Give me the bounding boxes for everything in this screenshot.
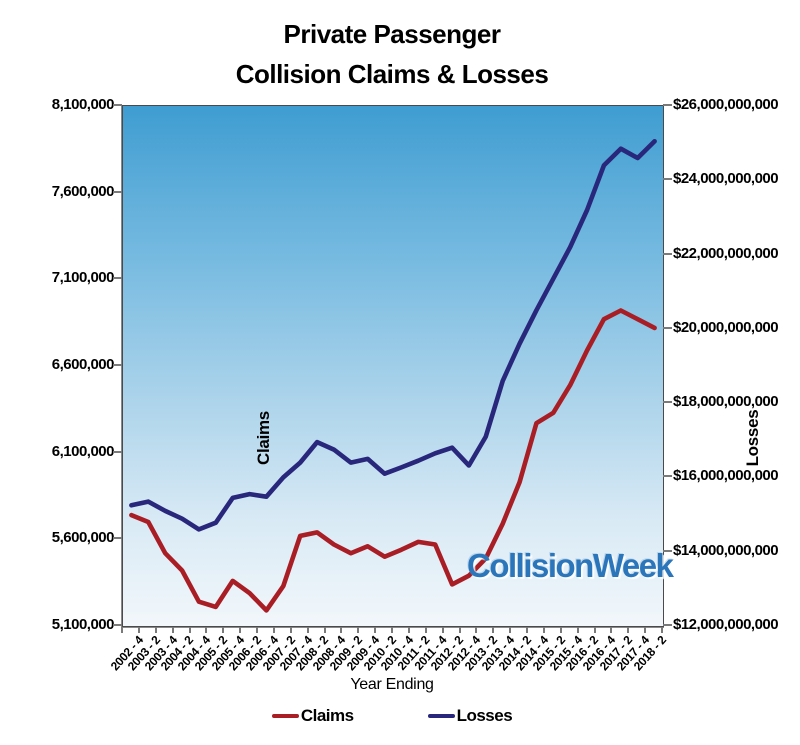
left-axis-tick [113,190,122,193]
left-axis-tick-label: 7,100,000 [51,269,115,287]
left-axis-tick-label: 5,100,000 [51,616,115,633]
left-axis-tick-label: 8,100,000 [51,96,115,113]
x-axis-tick [171,627,174,633]
losses-line [129,138,657,532]
x-axis-tick [137,627,140,633]
legend-item-claims: Claims [271,706,354,726]
x-axis-tick [526,627,528,633]
right-axis-tick-label: $12,000,000,000 [673,616,779,633]
x-axis-title: Year Ending [350,676,434,693]
x-axis-tick [357,627,360,633]
claims-legend-label: Claims [300,706,354,725]
legend: Claims Losses [122,703,662,729]
losses-legend-label: Losses [456,706,513,725]
right-axis-tick [663,549,672,552]
right-axis-tick-label: $18,000,000,000 [673,393,779,411]
right-axis-tick-label: $26,000,000,000 [673,96,779,113]
chart-title: Private Passenger Collision Claims & Los… [122,14,662,94]
legend-item-losses: Losses [427,706,513,726]
collisionweek-watermark: CollisionWeek [467,547,674,584]
chart-title-line1: Private Passenger [283,19,501,49]
x-axis-tick [272,627,275,633]
x-axis-tick [509,627,512,633]
x-axis-tick [391,627,393,633]
x-axis-tick [576,627,579,633]
right-axis-tick-label: $20,000,000,000 [673,318,779,336]
left-axis-tick-label: 6,100,000 [51,442,115,460]
right-axis-tick [663,252,672,255]
x-axis-tick [205,627,208,633]
x-axis-tick [306,627,309,633]
right-axis-tick [663,475,672,478]
x-axis-tick [289,627,292,633]
x-axis-tick [593,627,596,633]
claims-line-swatch [271,714,299,718]
x-axis-tick [559,627,562,633]
x-axis-tick [407,627,410,633]
right-axis-tick [663,401,672,404]
right-axis-tick [663,326,672,329]
x-axis-tick [627,627,630,633]
x-axis-tick [374,627,377,633]
x-axis-tick [644,627,647,633]
x-axis-tick [154,627,157,633]
left-axis-tick-label: 6,600,000 [51,356,115,373]
losses-line-swatch [427,714,455,718]
x-axis-tick [661,627,663,633]
left-axis-tick [113,450,122,453]
chart-title-line2: Collision Claims & Losses [235,59,549,89]
left-axis-tick-label: 7,600,000 [51,182,115,200]
plot-area: Claims Losses [122,105,762,627]
x-axis-tick [239,627,242,633]
left-axis-tick [113,364,122,366]
x-axis-tick [542,627,545,633]
left-axis-tick [113,104,122,106]
right-axis-tick-label: $22,000,000,000 [673,244,779,262]
x-axis-tick [458,627,461,633]
right-axis-tick-label: $14,000,000,000 [673,541,779,559]
right-axis-tick [663,178,672,181]
right-axis-tick [663,104,672,106]
right-axis-tick-label: $16,000,000,000 [673,467,779,485]
x-axis-tick [492,627,495,633]
x-axis-tick [424,627,427,633]
claims-axis-name: Claims [254,411,273,465]
x-axis-tick [610,627,613,633]
right-axis-tick-label: $24,000,000,000 [673,170,779,188]
left-axis-tick [113,537,122,540]
chart-lines [129,138,657,613]
left-axis-tick [113,277,122,280]
x-axis-tick [256,627,258,633]
x-axis-tick [475,627,478,633]
x-axis-tick [222,627,225,633]
x-axis-tick [188,627,191,633]
right-axis-tick [663,624,672,626]
claims-line [129,308,657,613]
left-axis-tick-label: 5,600,000 [51,529,115,547]
x-axis-tick [323,627,326,633]
x-axis-tick [121,627,123,633]
x-axis-tick [340,627,343,633]
x-axis-tick [441,627,444,633]
left-axis-tick [113,624,122,626]
